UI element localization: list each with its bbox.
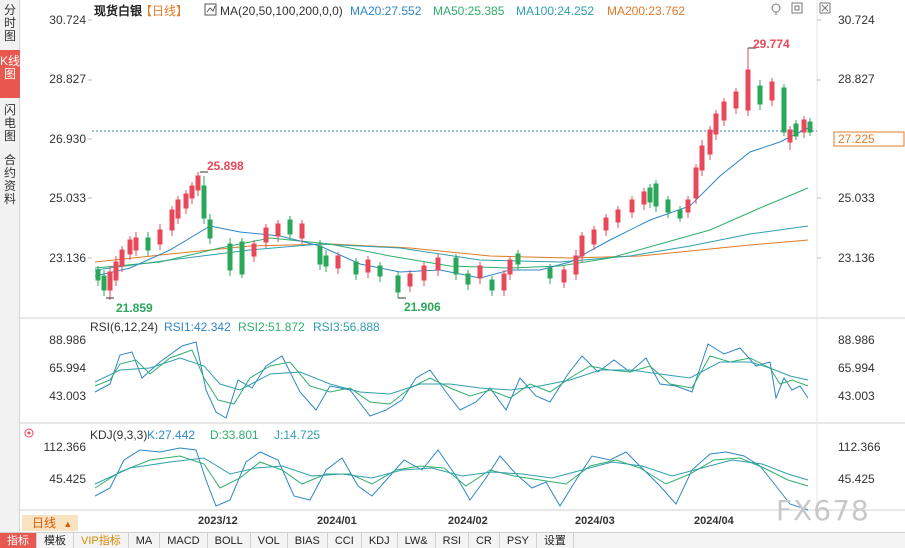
ma100-value: MA100:24.252 bbox=[516, 4, 594, 18]
svg-text:43.003: 43.003 bbox=[49, 389, 86, 403]
tab-settings[interactable]: 设置 bbox=[537, 532, 574, 548]
low2-marker: 21.906 bbox=[398, 297, 441, 314]
tab-flash[interactable]: 闪电图 bbox=[3, 103, 16, 143]
svg-text:25.033: 25.033 bbox=[838, 191, 875, 205]
kdj-j-value: J:14.725 bbox=[274, 428, 320, 442]
ma20-value: MA20:27.552 bbox=[350, 4, 422, 18]
low-marker: 21.859 bbox=[106, 297, 153, 315]
kdj-settings-icon[interactable] bbox=[24, 428, 34, 438]
tab-boll[interactable]: BOLL bbox=[208, 532, 251, 548]
instrument-title: 现货白银 bbox=[94, 3, 143, 18]
svg-text:2024/02: 2024/02 bbox=[448, 515, 488, 527]
svg-text:45.425: 45.425 bbox=[838, 472, 875, 486]
tab-vip-indicators[interactable]: VIP指标 bbox=[74, 532, 129, 548]
svg-text:43.003: 43.003 bbox=[838, 389, 875, 403]
svg-text:23.136: 23.136 bbox=[838, 251, 875, 265]
rsi1-value: RSI1:42.342 bbox=[164, 320, 231, 334]
caret-up-icon: ▲ bbox=[63, 519, 73, 529]
tab-lwr[interactable]: LW& bbox=[398, 532, 436, 548]
svg-text:112.366: 112.366 bbox=[838, 440, 881, 454]
ma200-line bbox=[94, 239, 809, 263]
svg-text:2023/12: 2023/12 bbox=[198, 515, 238, 527]
svg-text:65.994: 65.994 bbox=[49, 361, 86, 375]
high2-marker: 25.898 bbox=[200, 159, 244, 173]
rsi-axis-right: 88.986 65.994 43.003 bbox=[838, 333, 875, 403]
svg-text:21.859: 21.859 bbox=[116, 301, 153, 315]
date-axis: 2023/12 2024/01 2024/02 2024/03 2024/04 bbox=[198, 515, 735, 527]
rsi3-value: RSI3:56.888 bbox=[313, 320, 380, 334]
tab-rsi[interactable]: RSI bbox=[436, 532, 469, 548]
svg-text:88.986: 88.986 bbox=[49, 333, 86, 347]
price-axis-left: 30.724 28.827 26.930 25.033 23.136 bbox=[49, 13, 86, 265]
current-price-tag: 27.225 bbox=[833, 131, 905, 147]
tab-vol[interactable]: VOL bbox=[251, 532, 288, 548]
rsi3-line bbox=[94, 357, 809, 395]
svg-text:88.986: 88.986 bbox=[838, 333, 875, 347]
tab-templates[interactable]: 模板 bbox=[37, 532, 74, 548]
period-label: 【日线】 bbox=[140, 4, 188, 18]
high-marker: 29.774 bbox=[748, 37, 790, 51]
svg-text:25.033: 25.033 bbox=[49, 191, 86, 205]
tab-macd[interactable]: MACD bbox=[160, 532, 208, 548]
svg-text:25.898: 25.898 bbox=[207, 159, 244, 173]
svg-text:23.136: 23.136 bbox=[49, 251, 86, 265]
period-selector-label: 日线 bbox=[32, 516, 57, 530]
svg-text:27.225: 27.225 bbox=[838, 132, 875, 146]
svg-text:112.366: 112.366 bbox=[44, 440, 87, 454]
ma200-value: MA200:23.762 bbox=[607, 4, 685, 18]
tab-bias[interactable]: BIAS bbox=[288, 532, 328, 548]
kdj-axis-left: 112.366 45.425 bbox=[44, 440, 87, 486]
kdj-k-value: K:27.442 bbox=[147, 428, 195, 442]
svg-text:30.724: 30.724 bbox=[49, 13, 86, 27]
kdj-k-line bbox=[94, 455, 809, 489]
rsi-params: RSI(6,12,24) bbox=[90, 320, 158, 334]
svg-text:21.906: 21.906 bbox=[404, 300, 441, 314]
svg-text:28.827: 28.827 bbox=[838, 72, 875, 86]
kdj-d-value: D:33.801 bbox=[210, 428, 259, 442]
rsi-axis-left: 88.986 65.994 43.003 bbox=[49, 333, 86, 403]
tab-indicators[interactable]: 指标 bbox=[0, 532, 37, 548]
svg-text:45.425: 45.425 bbox=[49, 472, 86, 486]
svg-text:30.724: 30.724 bbox=[838, 13, 875, 27]
tab-cci[interactable]: CCI bbox=[328, 532, 362, 548]
window-restore-icon[interactable] bbox=[791, 2, 803, 14]
ma-params: MA(20,50,100,200,0,0) bbox=[220, 4, 343, 18]
rsi1-line bbox=[94, 341, 809, 419]
tab-cr[interactable]: CR bbox=[469, 532, 500, 548]
period-selector[interactable]: 日线 ▲ bbox=[22, 515, 78, 531]
indicator-tab-bar: 指标 模板 VIP指标 MA MACD BOLL VOL BIAS CCI KD… bbox=[0, 532, 905, 548]
kdj-params: KDJ(9,3,3) bbox=[90, 428, 147, 442]
tab-kdj[interactable]: KDJ bbox=[362, 532, 398, 548]
watermark-logo: FX678 bbox=[776, 494, 870, 527]
kdj-d-line bbox=[94, 457, 809, 485]
rsi2-line bbox=[94, 349, 809, 405]
candlesticks bbox=[95, 48, 813, 300]
ma50-value: MA50:25.385 bbox=[433, 4, 505, 18]
svg-text:29.774: 29.774 bbox=[753, 37, 790, 51]
tab-contract-info[interactable]: 合约资料 bbox=[3, 153, 16, 206]
ma-settings-icon[interactable] bbox=[204, 3, 217, 16]
ma100-line bbox=[94, 225, 809, 271]
close-icon[interactable] bbox=[819, 2, 831, 14]
chart-area: 现货白银 【日线】 MA(20,50,100,200,0,0) MA20:27.… bbox=[20, 0, 905, 532]
tab-psy[interactable]: PSY bbox=[500, 532, 537, 548]
svg-text:2024/01: 2024/01 bbox=[317, 515, 357, 527]
tab-timeshare[interactable]: 分时图 bbox=[3, 3, 16, 43]
kdj-j-line bbox=[94, 447, 809, 511]
svg-text:28.827: 28.827 bbox=[49, 72, 86, 86]
pin-icon[interactable] bbox=[771, 3, 781, 15]
tab-ma[interactable]: MA bbox=[129, 532, 161, 548]
view-sidebar: 分时图 K线图 闪电图 合约资料 bbox=[0, 0, 20, 532]
svg-text:26.930: 26.930 bbox=[49, 132, 86, 146]
svg-text:65.994: 65.994 bbox=[838, 361, 875, 375]
svg-text:2024/04: 2024/04 bbox=[694, 515, 735, 527]
rsi2-value: RSI2:51.872 bbox=[238, 320, 305, 334]
kdj-axis-right: 112.366 45.425 bbox=[838, 440, 881, 486]
tab-kline[interactable]: K线图 bbox=[0, 50, 20, 98]
price-axis-right: 30.724 28.827 25.033 23.136 bbox=[838, 13, 875, 265]
svg-text:2024/03: 2024/03 bbox=[575, 515, 615, 527]
